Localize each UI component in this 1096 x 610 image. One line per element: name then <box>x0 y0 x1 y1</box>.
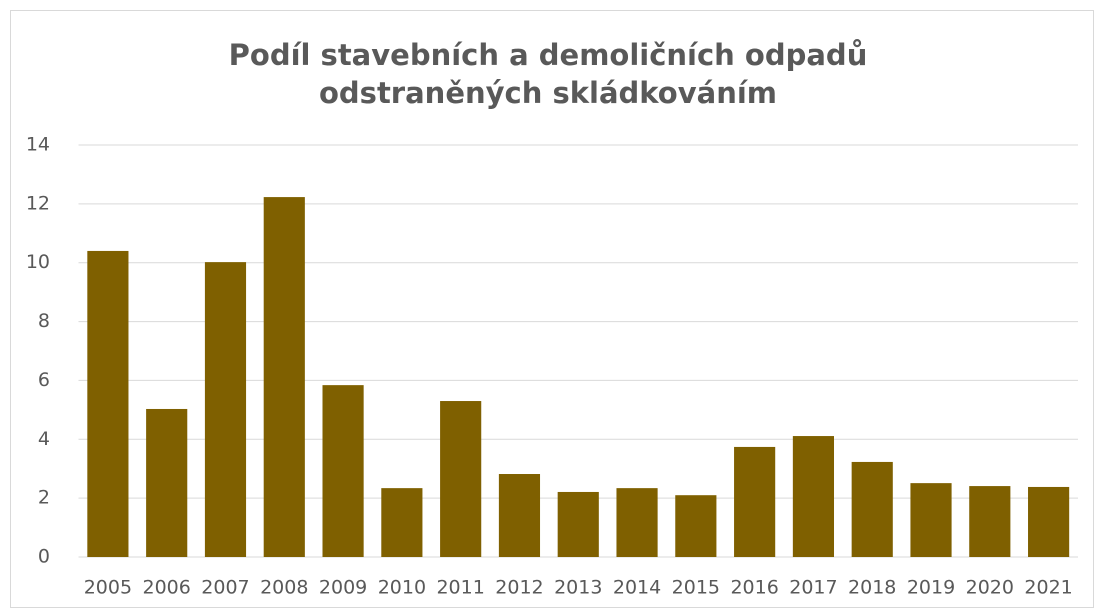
bar <box>204 262 247 557</box>
x-tick-label: 2009 <box>319 577 367 599</box>
y-tick-label: 6 <box>38 369 50 391</box>
x-tick-label: 2019 <box>907 577 955 599</box>
x-tick-label: 2011 <box>436 577 484 599</box>
bar <box>381 488 423 557</box>
x-tick-label: 2008 <box>260 577 308 599</box>
x-tick-label: 2010 <box>378 577 426 599</box>
bar <box>440 401 482 557</box>
y-tick-label: 14 <box>26 134 50 156</box>
y-tick-label: 2 <box>38 487 50 509</box>
bar <box>87 250 129 557</box>
bar <box>675 495 717 557</box>
bar <box>969 486 1011 557</box>
x-tick-label: 2015 <box>672 577 720 599</box>
y-tick-label: 0 <box>38 546 50 568</box>
chart-title: Podíl stavebních a demoličních odpadů od… <box>228 38 868 110</box>
x-tick-label: 2005 <box>84 577 132 599</box>
x-tick-label: 2014 <box>613 577 661 599</box>
x-tick-label: 2017 <box>789 577 837 599</box>
y-tick-label: 4 <box>38 428 50 450</box>
x-tick-label: 2021 <box>1024 577 1072 599</box>
bar <box>792 436 835 557</box>
bar <box>557 491 599 557</box>
y-tick-label: 8 <box>38 310 50 332</box>
x-tick-label: 2018 <box>848 577 896 599</box>
chart-border <box>10 10 1094 608</box>
bar <box>910 483 952 557</box>
x-tick-label: 2007 <box>201 577 249 599</box>
x-tick-label: 2016 <box>730 577 778 599</box>
bar <box>734 446 776 557</box>
bar <box>851 461 893 557</box>
x-tick-label: 2013 <box>554 577 602 599</box>
bar <box>146 408 188 557</box>
x-tick-label: 2012 <box>495 577 543 599</box>
y-tick-label: 10 <box>26 251 50 273</box>
bar <box>498 474 541 557</box>
bar <box>1028 486 1070 557</box>
x-tick-label: 2020 <box>966 577 1014 599</box>
bar <box>322 385 364 557</box>
y-tick-label: 12 <box>26 192 50 214</box>
x-tick-label: 2006 <box>143 577 191 599</box>
bar <box>616 488 658 557</box>
bar <box>263 197 305 558</box>
